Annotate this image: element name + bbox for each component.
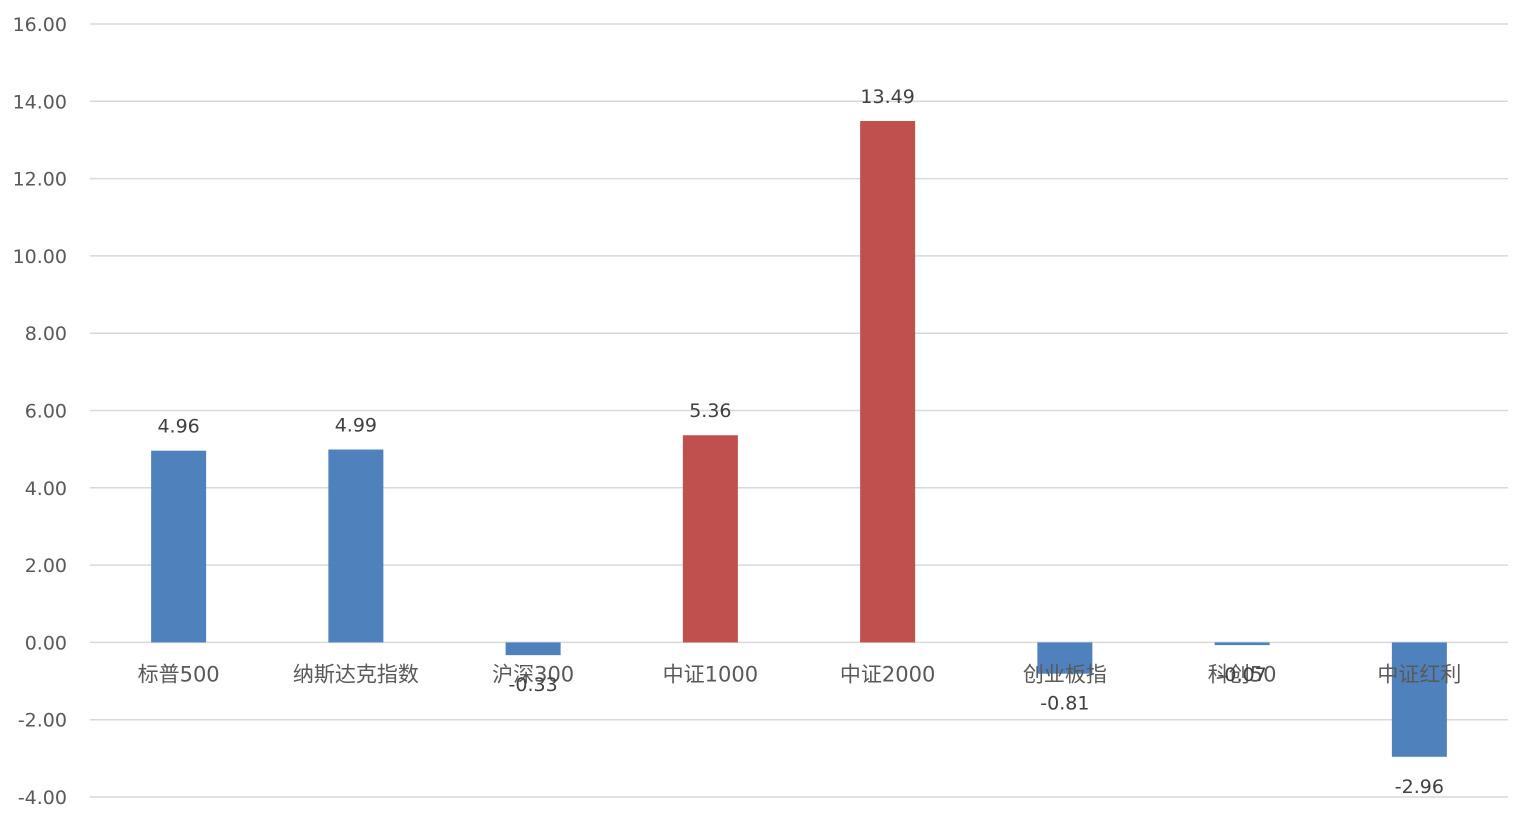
data-label: 4.99 <box>335 415 377 437</box>
x-category-label: 科创50 <box>1208 662 1277 686</box>
data-label: 13.49 <box>860 86 914 108</box>
y-tick-label: 4.00 <box>25 478 67 500</box>
y-axis-tick-labels: 16.00 14.00 12.00 10.00 8.00 6.00 4.00 2.00 0.00… <box>13 14 67 809</box>
data-label: 5.36 <box>689 400 731 422</box>
x-axis-category-labels: 标普500 纳斯达克指数 沪深300 中证1000 中证2000 创业板指 科创50 中证红利 <box>138 662 1462 686</box>
x-category-label: 纳斯达克指数 <box>293 662 419 686</box>
data-labels: 4.96 4.99 -0.33 5.36 13.49 -0.81 -0.07 -2.96 <box>157 86 1443 798</box>
y-tick-label: -4.00 <box>18 787 67 809</box>
x-category-label: 中证1000 <box>663 662 758 686</box>
data-label: 4.96 <box>157 416 199 438</box>
x-category-label: 标普500 <box>138 662 220 686</box>
bar <box>860 121 916 643</box>
y-tick-label: 2.00 <box>25 555 67 577</box>
bar <box>682 435 738 643</box>
data-label: -2.96 <box>1395 776 1444 798</box>
bars <box>151 121 1447 757</box>
y-tick-label: 16.00 <box>13 14 67 36</box>
y-tick-label: 14.00 <box>13 91 67 113</box>
bar <box>328 449 384 643</box>
bar <box>505 642 561 656</box>
y-tick-label: -2.00 <box>18 710 67 732</box>
x-category-label: 中证红利 <box>1377 662 1461 686</box>
y-tick-label: 10.00 <box>13 246 67 268</box>
grid-lines <box>90 23 1508 798</box>
data-label: -0.81 <box>1040 693 1089 715</box>
data-label: -0.33 <box>509 674 558 696</box>
y-tick-label: 8.00 <box>25 323 67 345</box>
bar <box>1391 642 1447 757</box>
x-category-label: 创业板指 <box>1023 662 1107 686</box>
y-tick-label: 6.00 <box>25 401 67 423</box>
bar <box>151 450 207 643</box>
x-category-label: 沪深300 <box>492 662 574 686</box>
y-tick-label: 0.00 <box>25 632 67 654</box>
x-category-label: 中证2000 <box>840 662 935 686</box>
data-label: -0.07 <box>1218 664 1267 686</box>
y-tick-label: 12.00 <box>13 169 67 191</box>
bar <box>1214 642 1270 646</box>
bar <box>1037 642 1093 674</box>
